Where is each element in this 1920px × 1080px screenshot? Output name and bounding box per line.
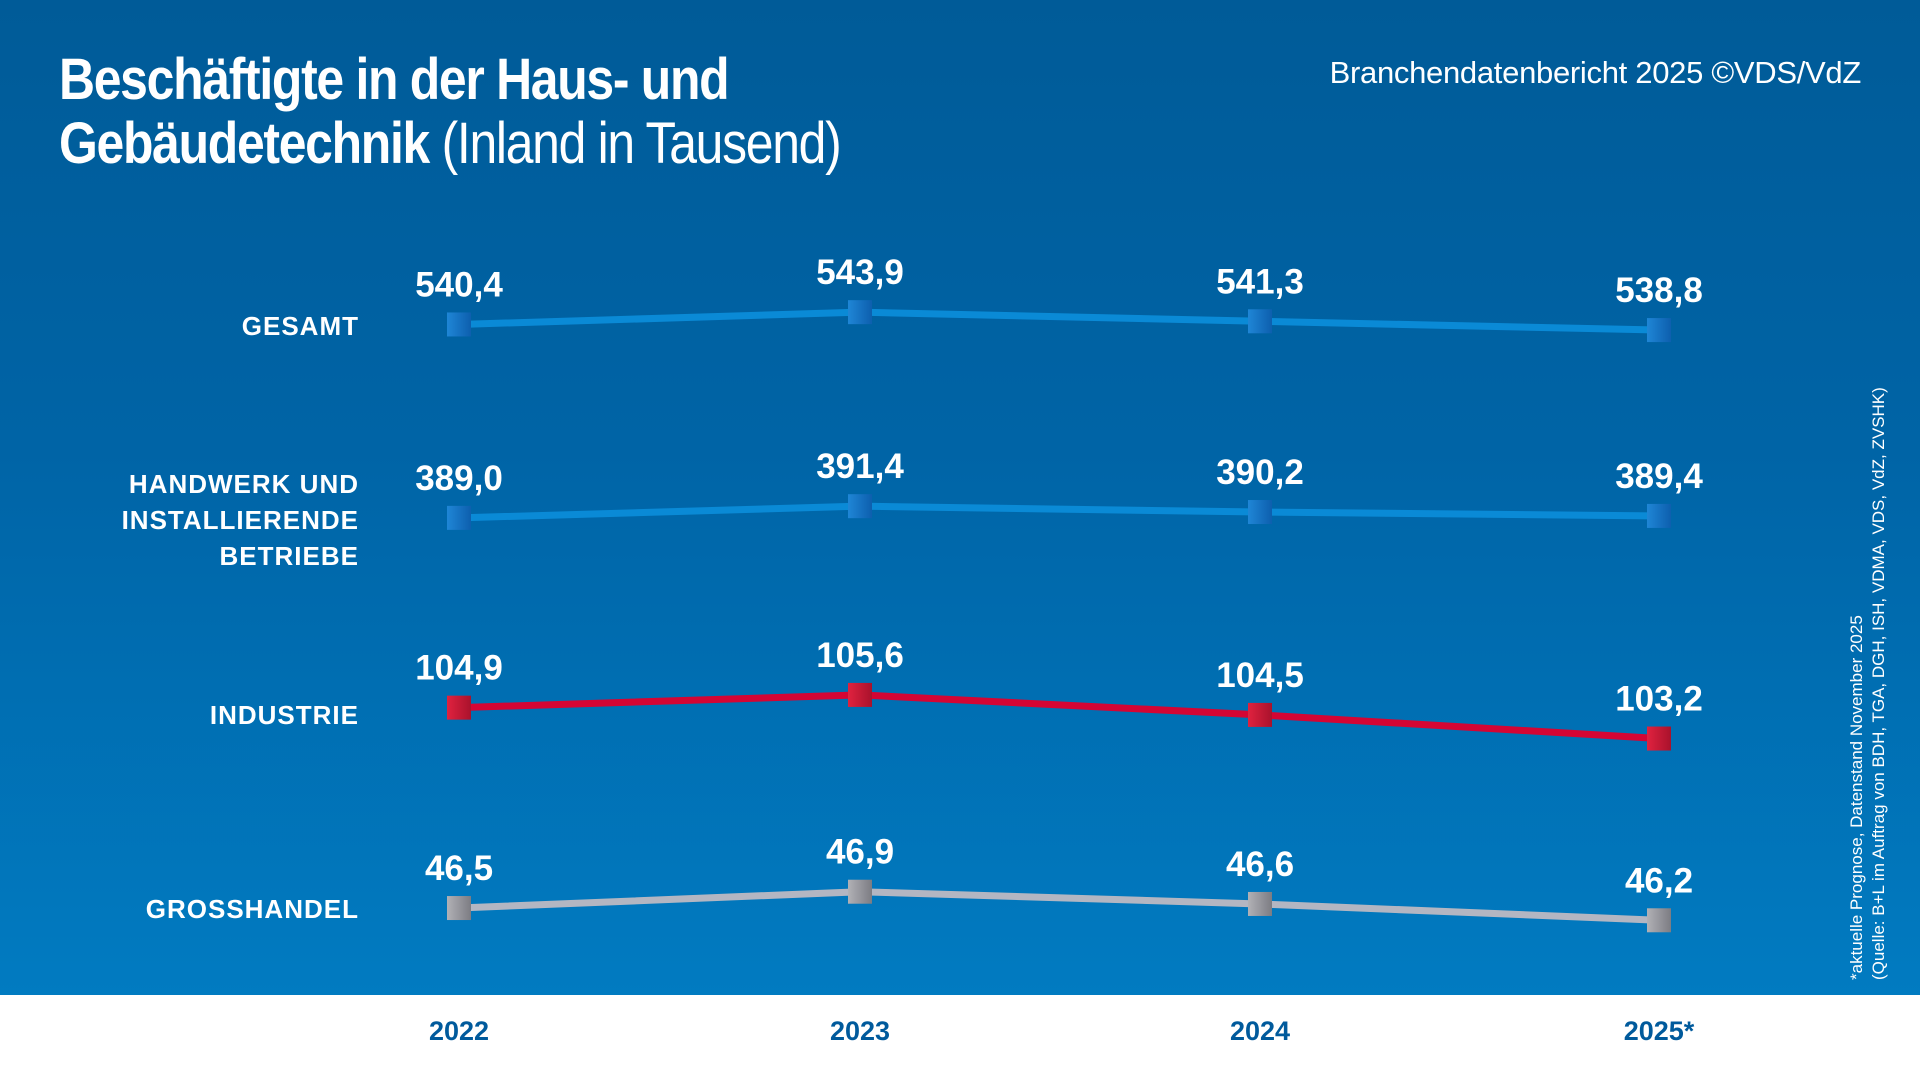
series-line xyxy=(458,888,1660,924)
series-handwerk: 389,0 391,4 390,2 389,4 xyxy=(415,447,1703,530)
row-label-grosshandel: GROSSHANDEL xyxy=(146,891,359,927)
row-label-handwerk: HANDWERK UND INSTALLIERENDE BETRIEBE xyxy=(122,466,359,574)
data-label: 389,0 xyxy=(415,459,503,498)
x-tick-label: 2024 xyxy=(1229,1016,1291,1046)
row-label-line: HANDWERK UND xyxy=(128,469,359,499)
data-label: 389,4 xyxy=(1615,457,1703,496)
data-point-marker xyxy=(1248,309,1272,334)
footnote-line-2: (Quelle: B+L im Auftrag von BDH, TGA, DG… xyxy=(1869,387,1888,980)
series-grosshandel: 46,5 46,9 46,6 46,2 xyxy=(425,833,1693,933)
data-label: 103,2 xyxy=(1615,680,1703,719)
data-point-marker xyxy=(848,682,872,707)
data-point-marker xyxy=(447,896,471,921)
data-point-marker xyxy=(1248,500,1272,525)
data-point-marker xyxy=(1248,891,1272,916)
series-line xyxy=(458,308,1660,334)
data-label: 46,2 xyxy=(1625,861,1693,900)
data-point-marker xyxy=(447,505,471,530)
x-tick-label: 2025* xyxy=(1623,1016,1695,1046)
chart-background xyxy=(0,0,1920,995)
data-label: 46,6 xyxy=(1226,845,1294,884)
data-label: 543,9 xyxy=(816,253,904,292)
x-tick-label: 2022 xyxy=(428,1016,490,1046)
row-label-line: INSTALLIERENDE xyxy=(121,505,359,535)
title-line-2: Gebäudetechnik xyxy=(59,111,430,176)
footnote: *aktuelle Prognose, Datenstand November … xyxy=(1846,300,1890,980)
data-point-marker xyxy=(1647,318,1671,343)
data-point-marker xyxy=(1647,908,1671,933)
data-point-marker xyxy=(848,494,872,519)
line-chart: 540,4 543,9 541,3 538,8 389,0 391,4 390,2 389,4… xyxy=(415,253,1703,933)
data-label: 105,6 xyxy=(816,636,904,675)
data-point-marker xyxy=(848,300,872,325)
data-label: 46,5 xyxy=(425,849,493,888)
data-label: 391,4 xyxy=(816,447,904,486)
source-credit: Branchendatenbericht 2025 ©VDS/VdZ xyxy=(1329,55,1862,90)
footnote-line-1: *aktuelle Prognose, Datenstand November … xyxy=(1847,615,1866,980)
title-unit: (Inland in Tausend) xyxy=(441,111,842,176)
data-point-marker xyxy=(447,312,471,337)
row-label-line: BETRIEBE xyxy=(219,541,359,571)
data-label: 538,8 xyxy=(1615,271,1703,310)
series-line xyxy=(458,502,1660,522)
series-line xyxy=(458,691,1660,743)
data-point-marker xyxy=(848,879,872,904)
data-label: 540,4 xyxy=(415,265,503,304)
chart-title: Beschäftigte in der Haus- und Gebäudetec… xyxy=(59,47,842,176)
data-label: 104,9 xyxy=(415,649,503,688)
title-line-1: Beschäftigte in der Haus- und xyxy=(59,47,730,112)
row-label-line: GESAMT xyxy=(241,311,359,341)
data-label: 541,3 xyxy=(1216,262,1304,301)
x-tick-label: 2023 xyxy=(829,1016,891,1046)
row-label-line: INDUSTRIE xyxy=(209,700,359,730)
row-label-industrie: INDUSTRIE xyxy=(210,697,359,733)
row-label-gesamt: GESAMT xyxy=(242,308,359,344)
row-label-line: GROSSHANDEL xyxy=(145,894,359,924)
data-label: 46,9 xyxy=(826,833,894,872)
data-point-marker xyxy=(1647,726,1671,751)
series-industrie: 104,9 105,6 104,5 103,2 xyxy=(415,636,1703,751)
data-point-marker xyxy=(447,695,471,720)
data-label: 390,2 xyxy=(1216,453,1304,492)
data-point-marker xyxy=(1248,702,1272,727)
series-gesamt: 540,4 543,9 541,3 538,8 xyxy=(415,253,1703,343)
data-label: 104,5 xyxy=(1216,656,1304,695)
data-point-marker xyxy=(1647,503,1671,528)
